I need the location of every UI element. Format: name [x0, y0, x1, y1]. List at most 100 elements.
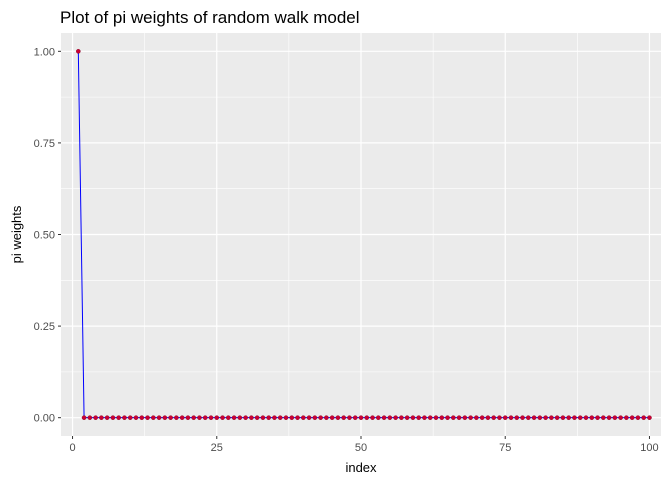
data-point: [572, 415, 577, 420]
data-point: [220, 415, 225, 420]
data-point: [301, 415, 306, 420]
data-point: [358, 415, 364, 420]
data-point: [514, 415, 520, 420]
x-tick-label: 75: [499, 442, 511, 454]
data-point: [491, 415, 496, 420]
data-point: [168, 415, 173, 420]
data-point: [122, 415, 127, 420]
data-point: [226, 415, 231, 420]
data-point: [381, 415, 387, 420]
data-point: [393, 415, 398, 420]
data-point: [133, 415, 139, 420]
data-point: [468, 415, 473, 420]
data-point: [312, 415, 318, 420]
y-axis-title: pi weights: [9, 205, 24, 263]
data-point: [635, 415, 641, 420]
data-point: [502, 415, 508, 420]
data-point: [174, 415, 179, 420]
data-point: [439, 415, 445, 420]
data-point: [364, 415, 370, 420]
data-point: [151, 415, 156, 420]
data-point: [526, 415, 531, 420]
data-point: [289, 415, 295, 420]
data-point: [508, 415, 514, 420]
data-point: [347, 415, 352, 420]
data-point: [566, 415, 571, 420]
data-point: [191, 415, 196, 420]
data-point: [352, 415, 358, 420]
data-point: [427, 415, 433, 420]
data-point: [451, 415, 456, 420]
data-point: [272, 415, 277, 420]
chart-title: Plot of pi weights of random walk model: [60, 8, 360, 27]
data-point: [399, 415, 404, 420]
data-point: [243, 415, 248, 420]
data-point: [116, 415, 121, 420]
y-tick-label: 1.00: [34, 46, 55, 58]
data-point: [156, 415, 162, 420]
data-point: [335, 415, 341, 420]
data-point: [601, 415, 606, 420]
data-point: [520, 415, 525, 420]
data-point: [104, 415, 110, 420]
data-point: [254, 415, 260, 420]
data-point: [87, 415, 93, 420]
data-point: [318, 415, 323, 420]
data-point: [81, 415, 87, 420]
data-point: [647, 415, 652, 420]
x-axis: 0 25 50 75 100: [69, 436, 659, 454]
data-point: [416, 415, 421, 420]
data-point: [306, 415, 312, 420]
x-tick-label: 100: [640, 442, 658, 454]
data-point: [249, 415, 254, 420]
data-point: [179, 415, 185, 420]
data-point: [387, 415, 393, 420]
data-point: [145, 415, 150, 420]
data-point: [618, 415, 623, 420]
data-point: [629, 415, 635, 420]
data-point: [537, 415, 543, 420]
data-point: [376, 415, 381, 420]
data-point: [554, 415, 560, 420]
data-point: [612, 415, 618, 420]
data-point: [231, 415, 237, 420]
data-point: [543, 415, 548, 420]
data-point: [422, 415, 427, 420]
data-point: [462, 415, 468, 420]
data-point: [583, 415, 589, 420]
data-point: [197, 415, 202, 420]
data-point: [606, 415, 612, 420]
data-point: [110, 415, 116, 420]
data-point: [329, 415, 335, 420]
data-point: [277, 415, 283, 420]
data-point: [641, 415, 646, 420]
data-point: [410, 415, 416, 420]
data-point: [479, 415, 485, 420]
series-points-group: [76, 49, 652, 420]
data-point: [295, 415, 300, 420]
data-point: [624, 415, 629, 420]
data-point: [162, 415, 168, 420]
data-point: [589, 415, 595, 420]
y-axis: 0.00 0.25 0.50 0.75 1.00: [34, 46, 61, 425]
data-point: [433, 415, 439, 420]
data-point: [341, 415, 346, 420]
y-tick-label: 0.25: [34, 321, 55, 333]
y-tick-label: 0.75: [34, 138, 55, 150]
data-point: [214, 415, 220, 420]
data-point: [283, 415, 289, 420]
x-tick-label: 25: [211, 442, 223, 454]
data-point: [497, 415, 502, 420]
data-point: [456, 415, 462, 420]
data-point: [370, 415, 375, 420]
x-axis-title: index: [345, 460, 377, 475]
data-point: [485, 415, 491, 420]
data-point: [266, 415, 271, 420]
series-line-group: [77, 51, 650, 419]
data-point: [560, 415, 566, 420]
data-point: [139, 415, 145, 420]
data-point: [99, 415, 104, 420]
x-tick-label: 0: [69, 442, 75, 454]
data-point: [185, 415, 191, 420]
y-tick-label: 0.00: [34, 413, 55, 425]
